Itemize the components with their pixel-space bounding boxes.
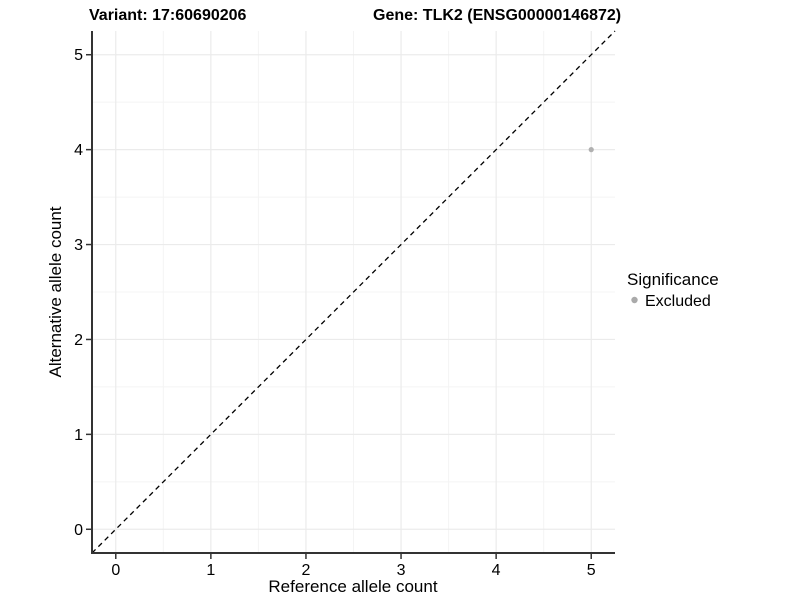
data-points-layer — [588, 147, 594, 153]
y-tick-label: 5 — [74, 47, 83, 64]
identity-line — [91, 30, 616, 554]
x-tick-label: 0 — [111, 562, 120, 579]
x-tick-label: 2 — [302, 562, 311, 579]
identity-line-layer — [91, 30, 616, 554]
plot-title-variant: Variant: 17:60690206 — [89, 7, 247, 24]
y-axis-title: Alternative allele count — [46, 206, 65, 377]
legend-excluded-point-icon — [631, 296, 638, 304]
y-tick-label: 1 — [74, 427, 83, 444]
y-tick-label: 2 — [74, 332, 83, 349]
grid-minor — [92, 31, 615, 553]
y-tick-label: 0 — [74, 522, 83, 539]
plot-title-gene: Gene: TLK2 (ENSG00000146872) — [373, 7, 621, 24]
x-tick-label: 1 — [206, 562, 215, 579]
legend-title: Significance — [627, 270, 719, 289]
y-tick-label: 3 — [74, 237, 83, 254]
x-tick-label: 5 — [587, 562, 596, 579]
x-tick-label: 3 — [397, 562, 406, 579]
x-axis-title: Reference allele count — [268, 577, 437, 596]
legend: Significance Excluded — [627, 270, 719, 310]
axes-layer — [91, 31, 615, 554]
x-tick-label: 4 — [492, 562, 501, 579]
grid-major — [92, 31, 615, 553]
legend-item-excluded-label: Excluded — [645, 293, 711, 310]
tick-layer: 0 1 2 3 4 5 0 1 2 3 4 5 — [74, 47, 596, 579]
y-tick-label: 4 — [74, 142, 83, 159]
data-point — [588, 147, 594, 153]
